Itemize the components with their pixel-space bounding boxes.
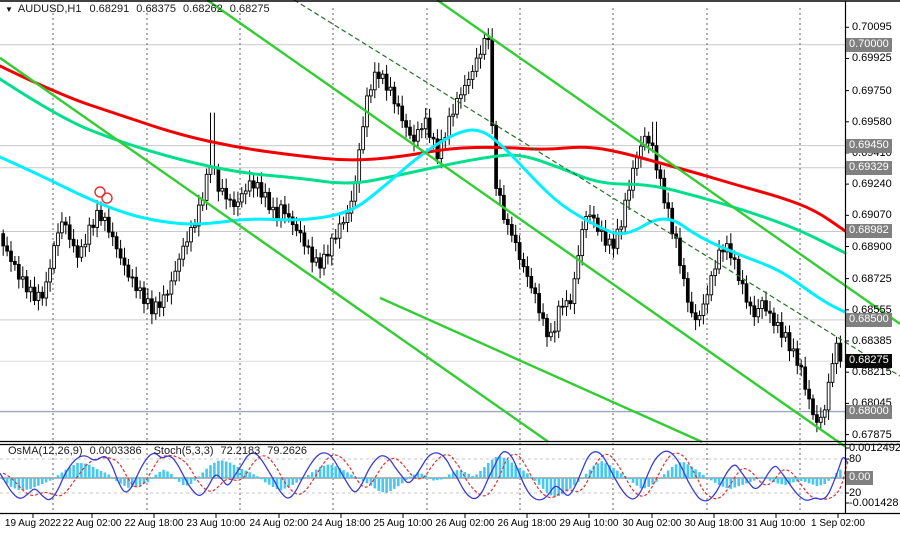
osma-min-label: -0.001428 <box>849 497 899 509</box>
quote-close: 0.68275 <box>229 3 270 15</box>
frame-layer <box>0 0 900 518</box>
ma-springgreen[interactable] <box>0 77 847 255</box>
sell-signal-circle-icon[interactable] <box>94 186 106 198</box>
quote-high: 0.68375 <box>136 3 177 15</box>
stoch-main-value: 72.2183 <box>220 445 261 457</box>
price-tick-label: 0.69750 <box>852 85 892 97</box>
stoch-signal-value: 79.2626 <box>267 445 308 457</box>
time-tick-label: 22 Aug 18:00 <box>124 518 184 529</box>
indicator-label-row: OsMA(12,26,9) 0.0003386 Stoch(5,3,3) 72.… <box>8 445 314 457</box>
time-tick-label: 24 Aug 18:00 <box>311 518 371 529</box>
level-price-badge: 0.70000 <box>846 38 892 52</box>
quote-open: 0.68291 <box>89 3 130 15</box>
osma-zero-badge: 0.00 <box>846 471 874 485</box>
time-tick-label: 25 Aug 10:00 <box>373 518 433 529</box>
price-tick-label: 0.68900 <box>852 241 892 253</box>
current-price-badge: 0.68275 <box>846 354 892 368</box>
time-tick-label: 19 Aug 2022 <box>4 518 62 529</box>
trendlines-layer <box>0 0 900 448</box>
channel-left[interactable] <box>0 56 549 443</box>
level-price-badge: 0.69450 <box>846 139 892 153</box>
level-price-badge: 0.68000 <box>846 405 892 419</box>
price-tick-label: 0.69240 <box>852 178 892 190</box>
trend-dashed[interactable] <box>293 0 900 377</box>
price-tick-label: 0.69925 <box>852 52 892 64</box>
level-price-badge: 0.69329 <box>846 161 892 175</box>
level-lines-layer <box>0 44 845 413</box>
osma-name-label: OsMA(12,26,9) <box>8 445 83 457</box>
price-tick-label: 0.68385 <box>852 335 892 347</box>
osma-histogram-layer <box>1 456 842 498</box>
quote-low: 0.68262 <box>183 3 223 15</box>
level-price-badge: 0.68982 <box>846 224 892 238</box>
time-tick-label: 30 Aug 02:00 <box>622 518 682 529</box>
osma-max-label: 0.0012492 <box>849 442 900 454</box>
signal-markers-layer <box>94 186 113 204</box>
price-tick-label: 0.70095 <box>852 21 892 33</box>
osma-value-label: 0.0003386 <box>89 445 142 457</box>
time-tick-label: 22 Aug 02:00 <box>62 518 122 529</box>
price-tick-label: 0.68215 <box>852 366 892 378</box>
stoch-main-line[interactable] <box>0 450 849 502</box>
time-tick-label: 1 Sep 02:00 <box>811 518 865 529</box>
moving-averages-layer <box>0 64 847 314</box>
symbol-timeframe-label: AUDUSD,H1 <box>17 3 82 15</box>
time-tick-label: 26 Aug 02:00 <box>435 518 495 529</box>
level-price-badge: 0.68500 <box>846 313 892 327</box>
channel-middle[interactable] <box>206 0 846 448</box>
ma-red[interactable] <box>0 64 847 233</box>
time-tick-label: 24 Aug 02:00 <box>249 518 309 529</box>
price-tick-label: 0.67875 <box>852 429 892 441</box>
channel-upper[interactable] <box>436 0 900 325</box>
stoch-signal-line[interactable] <box>2 452 849 500</box>
time-tick-label: 29 Aug 10:00 <box>559 518 619 529</box>
sell-signal-circle-icon[interactable] <box>101 192 113 204</box>
chart-title-bar: ▼ AUDUSD,H1 0.68291 0.68375 0.68262 0.68… <box>5 3 277 15</box>
time-tick-label: 26 Aug 18:00 <box>497 518 557 529</box>
price-tick-label: 0.68725 <box>852 273 892 285</box>
price-tick-label: 0.69580 <box>852 116 892 128</box>
time-tick-label: 31 Aug 10:00 <box>746 518 806 529</box>
price-tick-label: 0.69070 <box>852 209 892 221</box>
stoch-name-label: Stoch(5,3,3) <box>153 445 214 457</box>
support-lower[interactable] <box>379 296 703 443</box>
ma-cyan[interactable] <box>0 128 847 314</box>
time-tick-label: 23 Aug 10:00 <box>186 518 246 529</box>
symbol-dropdown-icon[interactable]: ▼ <box>5 4 13 14</box>
stoch-80-label: 80 <box>849 453 862 465</box>
time-tick-label: 30 Aug 18:00 <box>684 518 744 529</box>
stoch-20-label: 20 <box>849 487 862 499</box>
